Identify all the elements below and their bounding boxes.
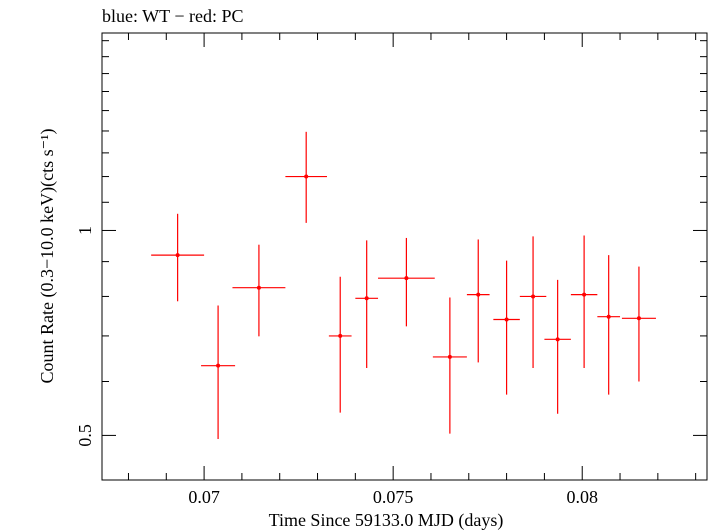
plot-frame xyxy=(101,32,708,481)
point-marker xyxy=(338,333,343,338)
data-point xyxy=(466,239,490,363)
point-marker xyxy=(404,276,409,281)
data-point xyxy=(232,244,286,337)
data-point xyxy=(201,305,236,439)
point-marker xyxy=(256,285,261,290)
point-marker xyxy=(555,337,560,342)
data-point xyxy=(570,235,598,369)
point-marker xyxy=(582,292,587,297)
data-point xyxy=(355,240,379,369)
y-tick-label: 0.5 xyxy=(75,424,95,447)
data-point xyxy=(328,276,352,413)
data-point xyxy=(519,236,547,369)
series-pc xyxy=(151,131,656,439)
data-point xyxy=(621,266,656,382)
data-point xyxy=(285,131,327,223)
x-tick-label: 0.08 xyxy=(566,487,598,507)
data-point xyxy=(151,213,205,302)
point-marker xyxy=(504,317,509,322)
y-axis-tick-labels: 0.51 xyxy=(75,226,95,447)
point-marker xyxy=(636,316,641,321)
data-point xyxy=(493,260,520,395)
data-point xyxy=(597,255,621,395)
data-point xyxy=(378,237,435,327)
y-axis-ticks xyxy=(102,40,707,436)
x-tick-label: 0.07 xyxy=(188,487,220,507)
point-marker xyxy=(216,363,221,368)
point-marker xyxy=(304,174,309,179)
x-axis-tick-labels: 0.07 0.075 0.08 xyxy=(188,487,598,507)
x-axis-ticks xyxy=(127,33,697,480)
data-point xyxy=(432,297,467,434)
y-tick-label: 1 xyxy=(75,226,95,235)
x-axis-label: Time Since 59133.0 MJD (days) xyxy=(269,510,504,531)
point-marker xyxy=(531,294,536,299)
x-tick-label: 0.075 xyxy=(373,487,414,507)
chart-title: blue: WT − red: PC xyxy=(102,6,243,26)
point-marker xyxy=(175,253,180,258)
point-marker xyxy=(364,296,369,301)
y-axis-label: Count Rate (0.3−10.0 keV)(cts s⁻¹) xyxy=(37,128,58,383)
point-marker xyxy=(476,292,481,297)
point-marker xyxy=(606,314,611,319)
data-point xyxy=(544,279,571,414)
point-marker xyxy=(447,354,452,359)
